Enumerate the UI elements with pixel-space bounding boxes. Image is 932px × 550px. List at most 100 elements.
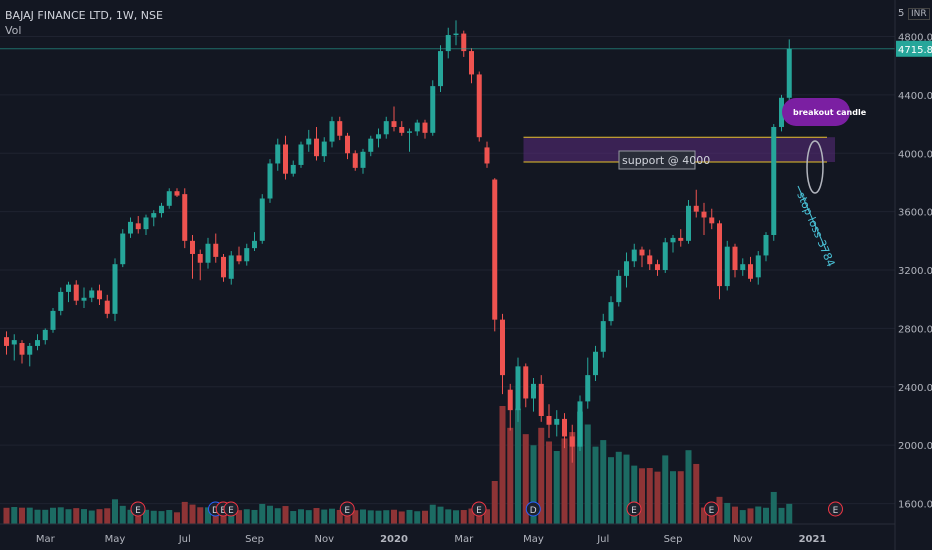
candle	[244, 243, 250, 266]
price-tick-label: 4400.00	[898, 91, 932, 102]
volume-bar	[181, 501, 188, 524]
volume-bar	[197, 507, 204, 524]
price-tick-label: 4800.00	[898, 32, 932, 43]
candle-body	[321, 141, 327, 157]
price-tick-label: 2000.00	[898, 441, 932, 452]
volume-bar	[259, 503, 266, 524]
volume-bar	[422, 510, 428, 524]
marker-label: D	[212, 506, 219, 516]
volume-indicator-label[interactable]: Vol	[5, 24, 22, 37]
candle	[368, 135, 374, 157]
volume-bar	[546, 441, 552, 524]
candle-body	[461, 33, 467, 52]
candle-body	[500, 319, 505, 376]
candle	[383, 116, 389, 139]
price-tick-label: 4000.00	[898, 149, 932, 160]
candle	[538, 375, 544, 422]
candle-body	[81, 297, 87, 301]
support-label-box	[618, 150, 696, 170]
volume-bar	[391, 509, 397, 524]
volume-bar	[739, 510, 746, 524]
volume-bar	[81, 509, 87, 524]
candle	[701, 202, 707, 235]
candle	[476, 71, 482, 142]
candle	[546, 404, 552, 438]
candle-body	[35, 340, 40, 346]
volume-bar	[445, 509, 452, 524]
volume-bar	[670, 471, 676, 524]
volume-bar	[321, 509, 328, 524]
candle	[500, 313, 505, 395]
marker-label: E	[833, 506, 839, 516]
candle	[182, 188, 188, 249]
volume-bar	[143, 509, 149, 524]
candle-body	[786, 48, 792, 98]
candle-body	[19, 343, 25, 355]
candle	[252, 232, 257, 252]
volume-bar	[763, 507, 769, 524]
time-axis[interactable]: Mar May Jul Sep Nov 2020 Mar May Jul Sep Nov 2021	[36, 534, 827, 545]
volume-bar	[112, 499, 118, 524]
candle	[205, 237, 211, 269]
candle	[321, 137, 327, 163]
candle	[298, 141, 304, 168]
candle	[283, 135, 288, 180]
candle	[306, 129, 312, 152]
candle	[236, 246, 242, 265]
volume-bar	[119, 505, 126, 524]
volume-bar	[623, 454, 630, 524]
candle-body	[740, 264, 746, 271]
candle	[608, 296, 614, 326]
candle-body	[476, 74, 482, 138]
candle-body	[120, 233, 126, 265]
volume-bar	[569, 432, 576, 524]
marker-circle	[130, 501, 146, 517]
volume-bar	[755, 506, 762, 524]
candle	[616, 270, 622, 307]
candle-body	[267, 163, 273, 199]
candle	[624, 252, 629, 288]
candle	[329, 116, 335, 148]
support-label-text: support @ 4000	[622, 154, 710, 167]
volume-bar	[600, 440, 607, 524]
price-tick-label: 3600.00	[898, 208, 932, 219]
time-tick-label: Sep	[664, 534, 683, 545]
candle-body	[531, 383, 536, 399]
volume-bar	[42, 509, 49, 524]
volume-bar	[34, 509, 41, 524]
candle-body	[445, 35, 451, 52]
candle-body	[569, 436, 575, 447]
volume-bar	[639, 468, 645, 524]
candle-body	[11, 340, 17, 345]
candle-body	[228, 255, 234, 279]
candle	[104, 294, 110, 319]
breakout-circle	[806, 140, 824, 194]
candle	[4, 331, 9, 355]
candle-body	[523, 366, 529, 399]
time-tick-label: May	[523, 534, 544, 545]
candle-body	[306, 138, 312, 145]
candle-body	[205, 243, 211, 263]
candle	[66, 281, 71, 303]
candle-body	[438, 51, 443, 87]
currency-badge[interactable]: INR	[908, 8, 930, 20]
candle-body	[701, 211, 707, 218]
candle-body	[275, 144, 281, 164]
candle	[228, 251, 234, 285]
candle-body	[469, 51, 474, 75]
volume-bar	[135, 510, 142, 524]
candle	[670, 234, 676, 253]
price-tick-label: 2400.00	[898, 383, 932, 394]
candle-body	[159, 205, 164, 214]
candle	[112, 258, 118, 322]
candle	[647, 249, 653, 271]
dividend-marker: D	[525, 501, 541, 517]
volume-bar	[561, 438, 568, 524]
candle	[531, 378, 536, 412]
candle	[430, 80, 436, 136]
volume-bar	[507, 427, 514, 524]
volume-bar	[553, 451, 560, 524]
